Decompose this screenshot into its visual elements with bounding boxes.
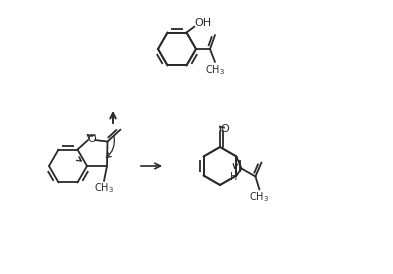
Text: O: O	[87, 133, 96, 144]
Text: OH: OH	[194, 18, 211, 28]
Text: CH$_3$: CH$_3$	[250, 191, 270, 204]
Text: CH$_3$: CH$_3$	[94, 181, 114, 195]
Text: O: O	[220, 124, 230, 134]
Text: CH$_3$: CH$_3$	[205, 63, 225, 77]
Text: H: H	[230, 172, 237, 181]
